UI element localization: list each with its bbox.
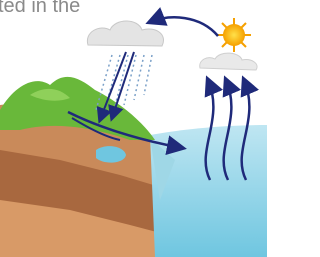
caption-text: ted in the <box>0 0 80 17</box>
water-cycle-diagram: ted in the <box>0 0 267 257</box>
cloud <box>87 21 163 46</box>
page: {"header": {"text": "ted in the"}} ted i… <box>0 0 267 257</box>
sun <box>217 18 251 52</box>
cloud <box>200 53 257 70</box>
